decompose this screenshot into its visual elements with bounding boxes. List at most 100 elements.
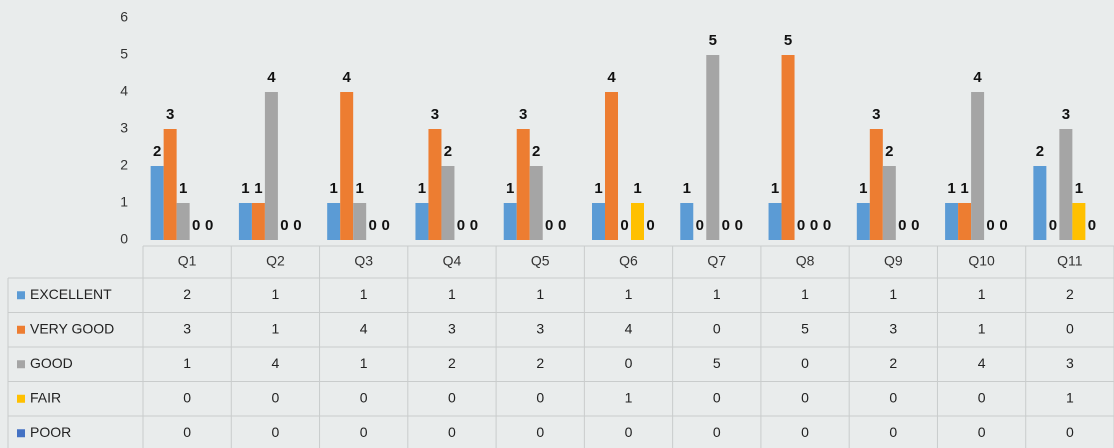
y-tick-label: 4 [120,83,128,99]
data-label: 1 [179,180,187,197]
table-cell: 4 [625,320,633,336]
bar [781,55,795,240]
data-label: 1 [254,180,262,197]
bar [251,203,265,240]
bar [882,166,896,240]
data-label: 0 [986,217,994,234]
data-label: 4 [267,69,276,86]
x-tick-label: Q4 [443,253,462,269]
table-cell: 3 [448,320,456,336]
data-label: 1 [418,180,426,197]
table-cell: 1 [889,286,897,302]
table-cell: 1 [360,286,368,302]
data-label: 1 [960,180,968,197]
y-tick-label: 1 [120,194,128,210]
table-cell: 0 [448,389,456,405]
bar [631,203,644,240]
data-label: 0 [280,217,288,234]
table-cell: 1 [536,286,544,302]
data-label: 0 [470,217,478,234]
bar [441,166,455,240]
data-label: 0 [205,217,213,234]
x-tick-label: Q6 [619,253,638,269]
legend-key [17,360,25,369]
data-label: 5 [709,32,717,49]
bar [768,203,782,240]
data-label: 5 [784,32,792,49]
data-label: 2 [444,143,452,160]
bar [353,203,367,240]
bar [529,166,543,240]
table-cell: 4 [360,320,368,336]
data-label: 2 [153,143,161,160]
x-tick-label: Q1 [178,253,197,269]
table-cell: 2 [448,355,456,371]
bar [706,55,720,240]
data-label: 0 [797,217,805,234]
bar [1059,129,1073,240]
table-cell: 0 [801,424,809,440]
table-cell: 3 [889,320,897,336]
table-cell: 0 [448,424,456,440]
table-cell: 1 [183,355,191,371]
table-cell: 2 [889,355,897,371]
table-cell: 0 [536,424,544,440]
legend-label: GOOD [30,355,73,371]
data-label: 2 [885,143,893,160]
bar [971,92,985,240]
y-tick-label: 5 [120,46,128,62]
bar [869,129,883,240]
bar [327,203,341,240]
data-label: 0 [823,217,831,234]
data-label: 0 [382,217,390,234]
bar [680,203,694,240]
bar [958,203,972,240]
data-label: 0 [457,217,465,234]
bar [1072,203,1086,240]
data-label: 3 [431,106,439,123]
data-label: 1 [1075,180,1083,197]
y-tick-label: 6 [120,9,128,25]
table-cell: 0 [625,355,633,371]
table-cell: 0 [1066,320,1074,336]
table-cell: 4 [272,355,280,371]
data-label: 1 [683,180,691,197]
data-label: 1 [330,180,338,197]
table-cell: 4 [978,355,986,371]
data-label: 0 [911,217,919,234]
table-cell: 0 [183,389,191,405]
x-tick-label: Q8 [796,253,815,269]
data-label: 0 [545,217,553,234]
y-tick-label: 0 [120,231,128,247]
data-label: 1 [947,180,955,197]
table-cell: 0 [889,424,897,440]
data-label: 3 [519,106,527,123]
table-cell: 0 [272,389,280,405]
table-cell: 1 [448,286,456,302]
data-label: 1 [356,180,364,197]
data-label: 0 [1088,217,1096,234]
table-cell: 0 [272,424,280,440]
table-cell: 0 [360,424,368,440]
table-cell: 1 [625,389,633,405]
data-label: 0 [898,217,906,234]
table-cell: 2 [1066,286,1074,302]
table-cell: 1 [801,286,809,302]
bar [856,203,870,240]
table-cell: 0 [713,320,721,336]
table-cell: 0 [978,389,986,405]
bar [176,203,190,240]
table-cell: 0 [801,355,809,371]
table-cell: 1 [272,320,280,336]
table-cell: 0 [713,424,721,440]
data-label: 1 [241,180,249,197]
data-label: 0 [810,217,818,234]
data-label: 0 [722,217,730,234]
data-label: 4 [607,69,616,86]
bar [340,92,354,240]
table-cell: 0 [889,389,897,405]
data-label: 0 [646,217,654,234]
bar [428,129,442,240]
legend-label: EXCELLENT [30,286,112,302]
